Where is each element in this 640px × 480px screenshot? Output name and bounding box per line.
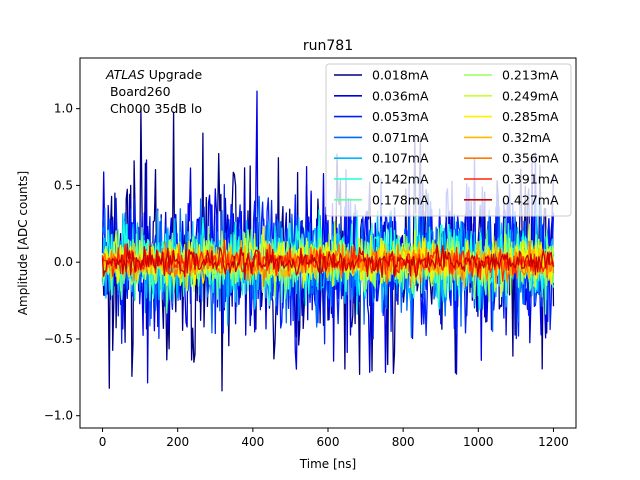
legend-label: 0.018mA bbox=[372, 68, 429, 83]
legend-label: 0.036mA bbox=[372, 88, 429, 103]
legend-label: 0.285mA bbox=[502, 109, 559, 124]
x-tick-label: 600 bbox=[317, 435, 340, 449]
x-tick-label: 800 bbox=[392, 435, 415, 449]
y-axis-label: Amplitude [ADC counts] bbox=[16, 171, 30, 315]
y-tick-label: 1.0 bbox=[54, 102, 73, 116]
annotation-line-3: Ch000 35dB lo bbox=[106, 101, 202, 116]
legend-label: 0.178mA bbox=[372, 192, 429, 207]
x-axis-label: Time [ns] bbox=[299, 457, 356, 471]
legend-label: 0.107mA bbox=[372, 151, 429, 166]
x-tick-label: 200 bbox=[166, 435, 189, 449]
y-tick-label: −0.5 bbox=[44, 332, 73, 346]
x-tick-label: 1000 bbox=[463, 435, 494, 449]
legend-label: 0.32mA bbox=[502, 130, 551, 145]
series-layer bbox=[101, 90, 555, 392]
legend-label: 0.071mA bbox=[372, 130, 429, 145]
y-tick-label: −1.0 bbox=[44, 409, 73, 423]
series-line-13 bbox=[101, 241, 555, 281]
legend-label: 0.391mA bbox=[502, 172, 559, 187]
x-axis-ticks: 0 200 400 600 800 1000 1200 bbox=[99, 428, 569, 449]
legend-entries: 0.018mA 0.036mA 0.053mA 0.071mA 0.107mA 0.142… bbox=[334, 68, 559, 207]
legend-label: 0.053mA bbox=[372, 109, 429, 124]
legend-label: 0.213mA bbox=[502, 68, 559, 83]
annotation-line-2: Board260 bbox=[106, 84, 171, 99]
annotation-experiment: ATLAS bbox=[105, 67, 145, 82]
legend-label: 0.427mA bbox=[502, 192, 559, 207]
x-tick-label: 400 bbox=[241, 435, 264, 449]
legend: 0.018mA 0.036mA 0.053mA 0.071mA 0.107mA 0.142… bbox=[325, 63, 572, 217]
legend-box bbox=[325, 63, 572, 217]
atlas-annotation: ATLAS Upgrade Board260 Ch000 35dB lo bbox=[105, 67, 202, 116]
y-axis-ticks: −1.0 −0.5 0.0 0.5 1.0 bbox=[44, 102, 80, 423]
legend-label: 0.249mA bbox=[502, 88, 559, 103]
x-tick-label: 0 bbox=[99, 435, 107, 449]
chart-title: run781 bbox=[303, 38, 353, 54]
annotation-suffix: Upgrade bbox=[145, 67, 203, 82]
y-tick-label: 0.0 bbox=[54, 255, 73, 269]
legend-label: 0.142mA bbox=[372, 172, 429, 187]
x-tick-label: 1200 bbox=[538, 435, 569, 449]
annotation-line-1: ATLAS Upgrade bbox=[105, 67, 202, 82]
legend-label: 0.356mA bbox=[502, 151, 559, 166]
y-tick-label: 0.5 bbox=[54, 178, 73, 192]
